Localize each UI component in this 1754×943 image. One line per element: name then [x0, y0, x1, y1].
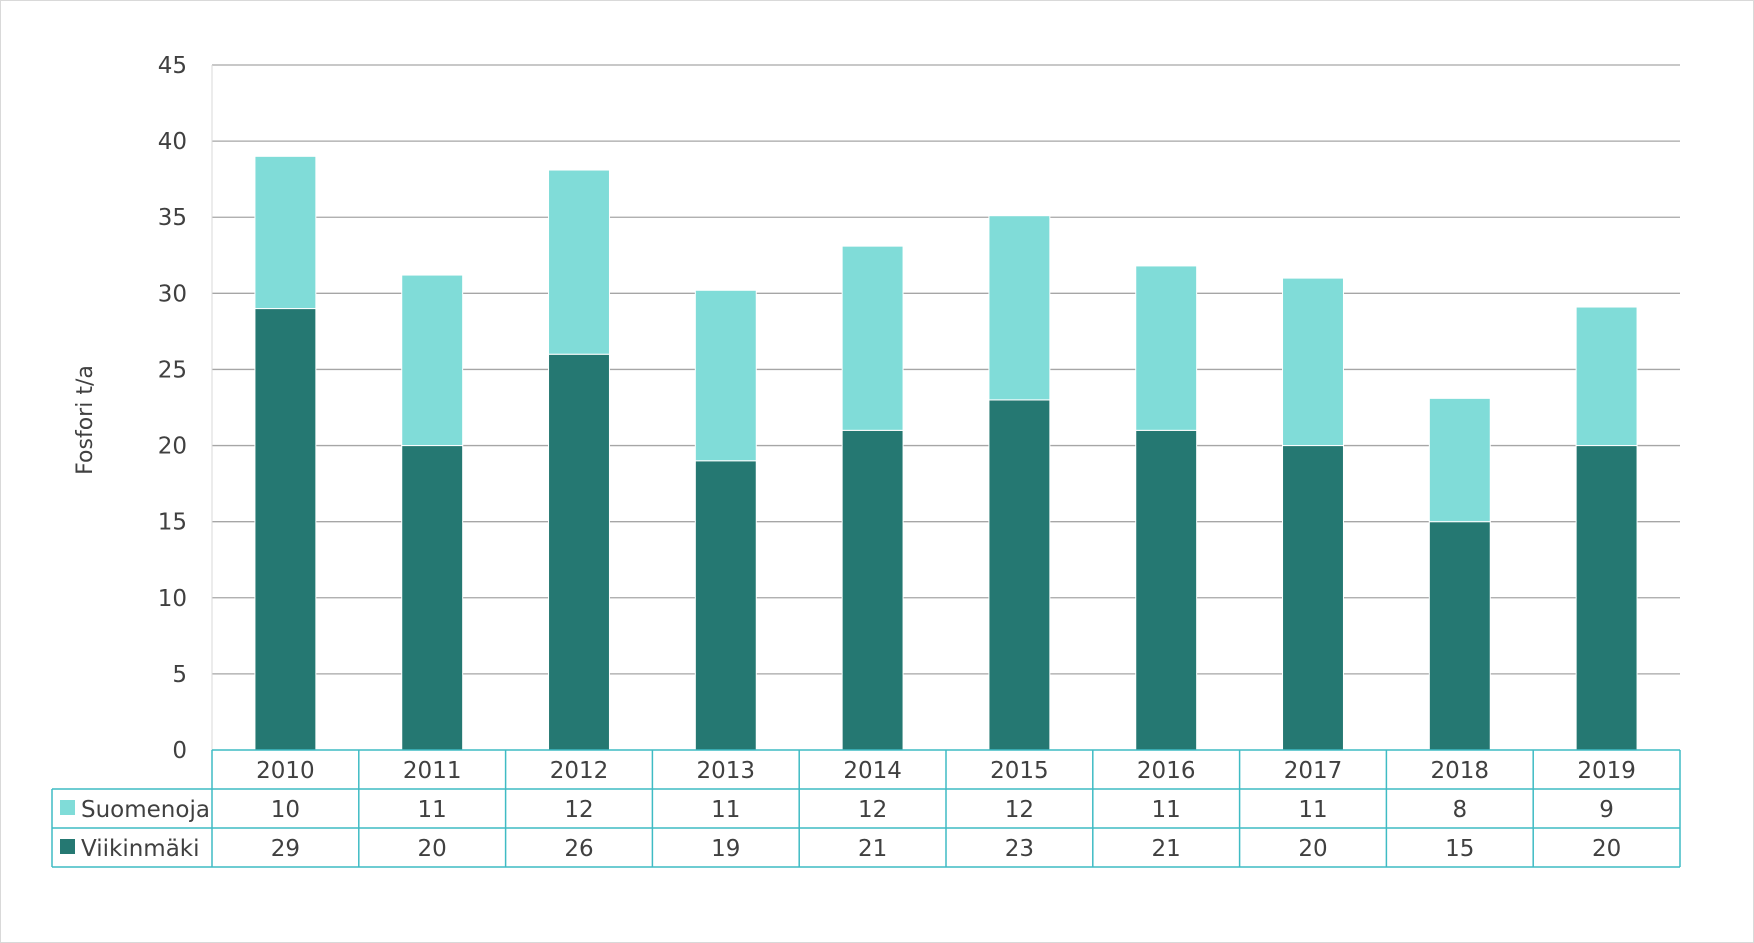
x-category-label: 2016 — [1137, 758, 1196, 784]
y-tick-label: 30 — [158, 281, 187, 307]
data-table: 2010 2011 2012 2013 2014 2015 2016 2017 2018 2019… — [51, 749, 1681, 868]
bar-viikinm-ki-2012 — [548, 353, 610, 751]
legend-swatch-suomenoja — [60, 800, 75, 815]
data-label: 15 — [1445, 836, 1474, 862]
data-label: 23 — [1005, 836, 1034, 862]
legend-label-viikinm-ki: Viikinmäki — [81, 836, 200, 862]
bar-viikinm-ki-2019 — [1575, 445, 1638, 751]
bar-suomenoja-2016 — [1135, 265, 1198, 431]
data-label: 12 — [564, 797, 593, 823]
bar-suomenoja-2019 — [1575, 306, 1638, 447]
bar-suomenoja-2015 — [988, 215, 1051, 401]
y-axis: 0 5 10 15 20 25 30 35 40 45 — [158, 53, 187, 764]
y-tick-label: 25 — [158, 357, 187, 383]
x-category-label: 2014 — [843, 758, 902, 784]
y-axis-label: Fosfori t/a — [73, 365, 98, 475]
data-label: 20 — [418, 836, 447, 862]
legend-label-suomenoja: Suomenoja — [81, 797, 210, 823]
data-label: 11 — [1152, 797, 1181, 823]
data-label: 8 — [1452, 797, 1467, 823]
x-category-label: 2017 — [1284, 758, 1343, 784]
x-category-label: 2010 — [256, 758, 315, 784]
data-label: 11 — [1298, 797, 1327, 823]
bar-viikinm-ki-2018 — [1428, 521, 1491, 751]
y-tick-label: 0 — [172, 738, 187, 764]
y-tick-label: 10 — [158, 586, 187, 612]
data-label: 20 — [1592, 836, 1621, 862]
x-category-label: 2013 — [697, 758, 756, 784]
bar-suomenoja-2011 — [401, 274, 464, 447]
bar-suomenoja-2018 — [1428, 397, 1491, 523]
y-tick-label: 35 — [158, 205, 187, 231]
y-tick-label: 20 — [158, 434, 187, 460]
y-tick-label: 40 — [158, 129, 187, 155]
bar-viikinm-ki-2016 — [1135, 429, 1198, 751]
y-tick-label: 15 — [158, 510, 187, 536]
data-label: 12 — [1005, 797, 1034, 823]
data-label: 12 — [858, 797, 887, 823]
bars — [254, 155, 1638, 751]
data-label: 20 — [1298, 836, 1327, 862]
bar-suomenoja-2010 — [254, 155, 317, 310]
data-label: 26 — [564, 836, 593, 862]
data-label: 9 — [1599, 797, 1614, 823]
bar-viikinm-ki-2017 — [1282, 445, 1344, 751]
legend-swatch-viikinm-ki — [60, 839, 75, 854]
x-category-label: 2019 — [1577, 758, 1636, 784]
bar-viikinm-ki-2010 — [254, 308, 317, 751]
bar-viikinm-ki-2011 — [401, 445, 464, 751]
y-tick-label: 45 — [158, 53, 187, 79]
bar-suomenoja-2017 — [1282, 277, 1344, 447]
data-label: 21 — [1152, 836, 1181, 862]
x-category-label: 2012 — [550, 758, 609, 784]
data-label: 19 — [711, 836, 740, 862]
bar-suomenoja-2014 — [841, 245, 904, 431]
x-category-label: 2018 — [1431, 758, 1490, 784]
data-label: 11 — [418, 797, 447, 823]
data-label: 11 — [711, 797, 740, 823]
bar-suomenoja-2013 — [694, 289, 757, 462]
bar-viikinm-ki-2014 — [841, 429, 904, 751]
bar-viikinm-ki-2015 — [988, 399, 1051, 751]
x-category-label: 2015 — [990, 758, 1049, 784]
bar-suomenoja-2012 — [548, 169, 610, 355]
y-tick-label: 5 — [172, 662, 187, 688]
data-label: 10 — [271, 797, 300, 823]
data-label: 21 — [858, 836, 887, 862]
x-category-label: 2011 — [403, 758, 462, 784]
data-label: 29 — [271, 836, 300, 862]
bar-viikinm-ki-2013 — [694, 460, 757, 751]
